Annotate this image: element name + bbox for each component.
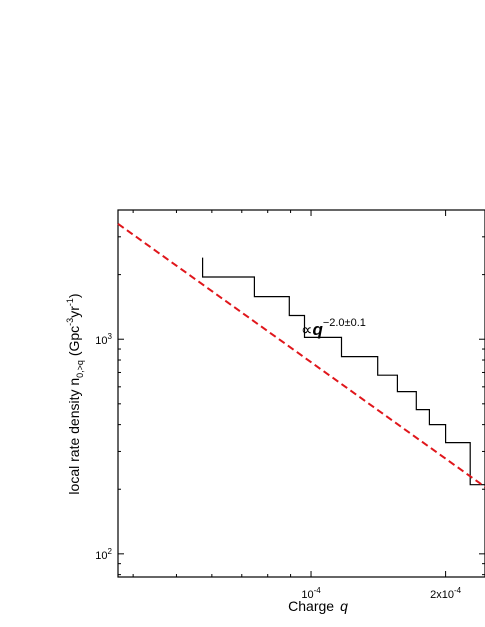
x-axis-ticks: 10-4 2x10-4 (132, 210, 462, 601)
y-axis-title: local rate density n0,>q (Gpc-3yr-1) (65, 293, 85, 494)
y-axis-ticks: 102 103 (95, 209, 485, 576)
plot-frame (117, 209, 485, 578)
x-axis-title-text: Charge (288, 598, 334, 614)
series-layer (117, 222, 485, 488)
power-law-fit-line (117, 222, 485, 488)
y-tick-label: 103 (95, 332, 112, 347)
x-tick-label: 10-4 (301, 586, 321, 601)
x-axis-title-symbol: q (340, 598, 348, 614)
power-law-annotation: ∝q−2.0±0.1 (301, 317, 366, 339)
x-tick-label: 2x10-4 (430, 586, 462, 601)
x-axis-title: Charge q (288, 598, 348, 614)
y-tick-label: 102 (95, 547, 112, 562)
cumulative-step-series (202, 257, 485, 486)
